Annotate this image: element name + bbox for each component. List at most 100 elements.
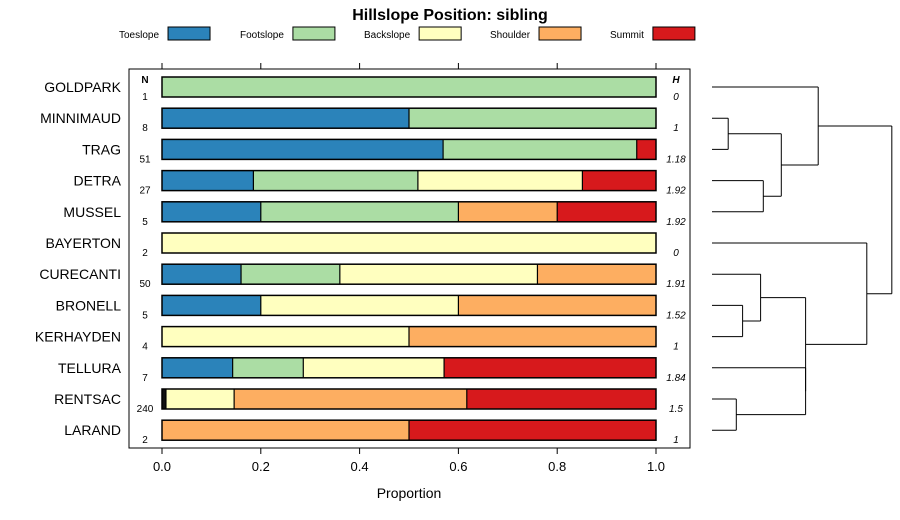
row-label: KERHAYDEN — [35, 329, 121, 345]
n-value: 1 — [142, 92, 148, 103]
n-value: 5 — [142, 217, 148, 228]
bar-outline — [161, 138, 657, 161]
n-value: 8 — [142, 123, 148, 134]
legend-label-shoulder: Shoulder — [490, 30, 531, 41]
bar-segment-backslope — [162, 233, 656, 253]
h-value: 1.92 — [666, 217, 686, 228]
row-label: TRAG — [82, 141, 121, 157]
bar-outline — [161, 294, 657, 317]
bar-segment-toeslope — [162, 264, 242, 285]
bar-segment-summit — [582, 170, 656, 191]
n-value: 27 — [139, 186, 151, 197]
h-value: 0 — [673, 248, 679, 259]
h-value: 1 — [673, 435, 679, 446]
x-axis-label: Proportion — [377, 485, 442, 501]
row-label: MINNIMAUD — [40, 110, 121, 126]
n-value: 5 — [142, 310, 148, 321]
bar-segment-shoulder — [537, 264, 656, 285]
bar-segment-footslope — [409, 108, 656, 129]
row-label: GOLDPARK — [44, 79, 121, 95]
bar-segment-footslope — [443, 139, 637, 160]
bar-segment-toeslope — [162, 139, 444, 160]
h-value: 0 — [673, 92, 679, 103]
bar-segment-other — [162, 389, 166, 409]
bar-segment-footslope — [232, 357, 304, 378]
bar-segment-toeslope — [162, 170, 254, 191]
n-value: 51 — [139, 154, 151, 165]
bar-segment-shoulder — [409, 326, 656, 347]
legend-swatch-summit — [652, 26, 696, 41]
row-label: RENTSAC — [54, 391, 121, 407]
row-label: TELLURA — [58, 360, 122, 376]
row-label: DETRA — [74, 173, 122, 189]
x-tick-label: 0.2 — [252, 459, 270, 474]
bar-segment-footslope — [260, 201, 459, 222]
bar-segment-shoulder — [234, 389, 467, 409]
legend-swatch-footslope — [292, 26, 336, 41]
bar-segment-backslope — [162, 326, 409, 347]
n-value: 240 — [137, 404, 154, 415]
bar-segment-summit — [466, 389, 656, 409]
bar-segment-backslope — [260, 295, 459, 316]
bar-segment-summit — [557, 201, 656, 222]
bar-outline — [161, 357, 657, 379]
bar-segment-toeslope — [162, 295, 261, 316]
legend-swatch-backslope — [418, 26, 462, 41]
bar-segment-toeslope — [162, 201, 261, 222]
legend-swatch-toeslope — [167, 26, 211, 41]
h-header: H — [672, 75, 680, 86]
bar-segment-footslope — [253, 170, 418, 191]
bar-segment-backslope — [339, 264, 538, 285]
bar-segment-footslope — [241, 264, 340, 285]
n-value: 4 — [142, 342, 148, 353]
bar-outline — [161, 388, 657, 410]
bar-segment-backslope — [303, 357, 445, 378]
legend: Toeslope Footslope Backslope Shoulder Summit — [119, 26, 696, 41]
chart-title: Hillslope Position: sibling — [352, 7, 548, 24]
bar-outline — [161, 232, 657, 254]
h-value: 1 — [673, 123, 679, 134]
n-header: N — [141, 75, 148, 86]
row-label: LARAND — [64, 422, 121, 438]
bar-segment-backslope — [165, 389, 235, 409]
bar-segment-shoulder — [458, 295, 656, 316]
bar-segment-shoulder — [162, 420, 409, 441]
n-value: 50 — [139, 279, 151, 290]
legend-label-footslope: Footslope — [240, 30, 284, 41]
bar-segment-shoulder — [458, 201, 558, 222]
n-value: 2 — [142, 435, 148, 446]
legend-label-summit: Summit — [610, 30, 644, 41]
bar-segment-backslope — [417, 170, 583, 191]
row-label: BRONELL — [56, 297, 122, 313]
plot-frame — [128, 68, 691, 449]
bar-segment-summit — [444, 357, 656, 378]
h-value: 1.92 — [666, 186, 686, 197]
dendrogram — [712, 86, 893, 431]
bar-segment-summit — [409, 420, 656, 441]
bar-segment-toeslope — [162, 357, 233, 378]
n-value: 2 — [142, 248, 148, 259]
h-value: 1.5 — [669, 404, 683, 415]
h-value: 1.91 — [666, 279, 685, 290]
x-tick-label: 0.8 — [548, 459, 566, 474]
h-value: 1.52 — [666, 310, 686, 321]
bar-outline — [161, 419, 657, 441]
n-value: 7 — [142, 373, 148, 384]
bar-segment-footslope — [162, 77, 656, 97]
h-value: 1.18 — [666, 154, 686, 165]
bar-outline — [161, 107, 657, 129]
row-label: MUSSEL — [63, 204, 121, 220]
bar-outline — [161, 169, 657, 192]
x-axis: 0.0 0.2 0.4 0.6 0.8 1.0 — [153, 63, 665, 474]
legend-label-toeslope: Toeslope — [119, 30, 159, 41]
h-value: 1.84 — [666, 373, 686, 384]
x-tick-label: 0.6 — [449, 459, 467, 474]
bar-outline — [161, 325, 657, 348]
bar-outline — [161, 201, 657, 223]
legend-swatch-shoulder — [538, 26, 582, 41]
x-tick-label: 0.4 — [351, 459, 369, 474]
bar-outline — [161, 263, 657, 285]
bar-segment-toeslope — [162, 108, 409, 129]
